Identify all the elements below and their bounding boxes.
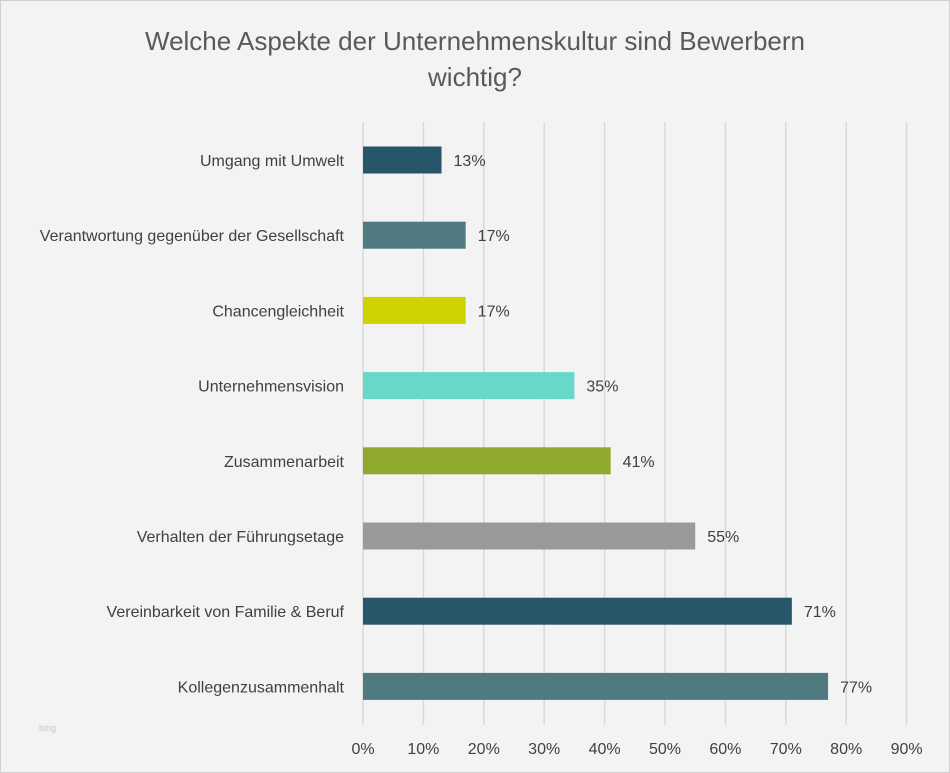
x-tick-label: 80% — [830, 741, 862, 758]
x-tick-label: 70% — [770, 741, 802, 758]
x-tick-label: 0% — [351, 741, 374, 758]
category-label: Zusammenarbeit — [224, 454, 345, 471]
chart-title-line-1: Welche Aspekte der Unternehmenskultur si… — [145, 26, 805, 56]
bar — [363, 672, 829, 700]
data-label: 17% — [478, 228, 510, 245]
chart-title: Welche Aspekte der Unternehmenskultur si… — [1, 23, 949, 95]
chart-title-line-2: wichtig? — [428, 62, 522, 92]
data-label: 35% — [586, 379, 618, 396]
bar — [363, 296, 466, 324]
x-tick-label: 60% — [709, 741, 741, 758]
category-label: Unternehmensvision — [198, 379, 344, 396]
bar — [363, 372, 575, 400]
category-label: Chancengleichheit — [212, 303, 344, 320]
data-label: 13% — [454, 153, 486, 170]
category-label: Vereinbarkeit von Familie & Beruf — [107, 604, 345, 621]
data-label: 71% — [804, 604, 836, 621]
x-tick-label: 30% — [528, 741, 560, 758]
category-label: Umgang mit Umwelt — [200, 153, 345, 170]
watermark: bing — [39, 723, 57, 733]
x-tick-label: 20% — [468, 741, 500, 758]
data-label: 55% — [707, 529, 739, 546]
data-label: 41% — [623, 454, 655, 471]
category-label: Verantwortung gegenüber der Gesellschaft — [40, 228, 345, 245]
data-label: 17% — [478, 303, 510, 320]
x-tick-label: 40% — [589, 741, 621, 758]
bar — [363, 522, 696, 550]
x-tick-label: 50% — [649, 741, 681, 758]
data-label: 77% — [840, 679, 872, 696]
x-tick-label: 10% — [407, 741, 439, 758]
category-label: Verhalten der Führungsetage — [137, 529, 344, 546]
bar — [363, 146, 442, 174]
bar — [363, 597, 792, 625]
bar — [363, 221, 466, 249]
bar — [363, 447, 611, 475]
category-label: Kollegenzusammenhalt — [178, 679, 345, 696]
x-tick-label: 90% — [891, 741, 923, 758]
